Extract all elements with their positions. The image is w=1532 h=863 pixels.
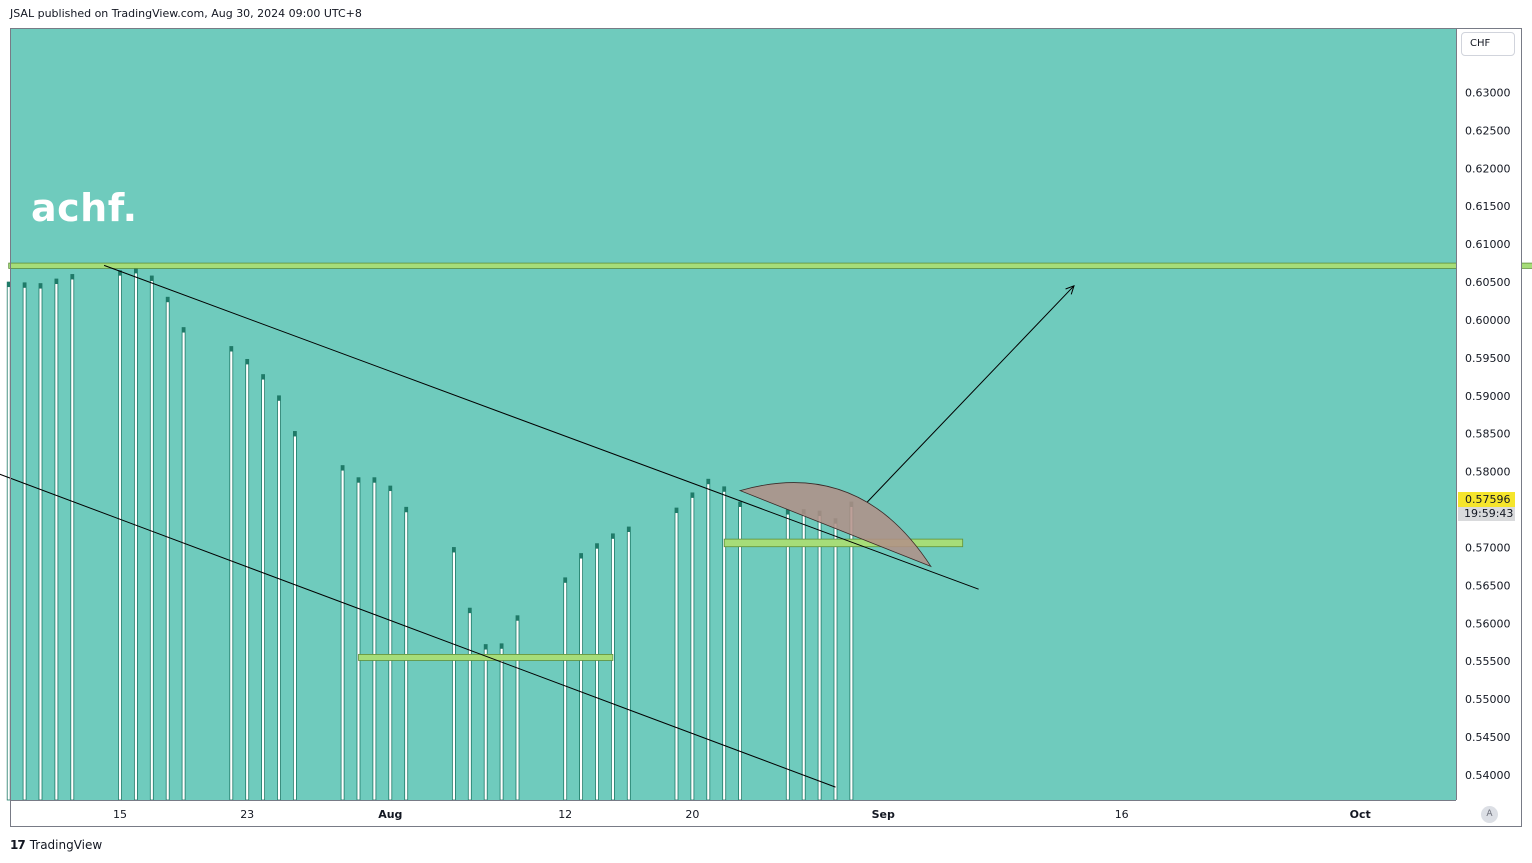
ohlc-bar-head	[484, 644, 488, 650]
footer-branding: 17 TradingView	[10, 838, 102, 852]
ohlc-bar-head	[39, 283, 42, 289]
ohlc-bar-head	[70, 274, 74, 280]
ohlc-bar-head	[54, 279, 58, 285]
ohlc-bar-head	[786, 509, 790, 515]
ohlc-bar-head	[341, 465, 345, 471]
ohlc-bar-head	[166, 297, 170, 303]
price-tick-label: 0.56500	[1465, 579, 1511, 592]
projection-arrow	[866, 285, 1075, 503]
price-tick-label: 0.60000	[1465, 314, 1511, 327]
chart-watermark-text: achf.	[31, 186, 138, 230]
ohlc-bar-head	[690, 492, 694, 498]
arrow-head-icon	[1065, 285, 1075, 295]
ohlc-bar-head	[261, 374, 265, 380]
time-tick-label: 15	[113, 808, 127, 821]
time-tick-label: Aug	[378, 808, 402, 821]
ohlc-bar-head	[7, 282, 11, 288]
time-tick-label: 23	[240, 808, 254, 821]
price-tick-label: 0.58500	[1465, 428, 1511, 441]
price-tick-label: 0.61000	[1465, 238, 1511, 251]
ohlc-bar-head	[563, 577, 567, 583]
time-tick-label: 12	[558, 808, 572, 821]
resistance-zone	[8, 262, 1532, 269]
ohlc-bar-head	[706, 479, 710, 485]
time-tick-label: Oct	[1350, 808, 1371, 821]
time-axis[interactable]	[10, 800, 1456, 827]
tradingview-brand-text: TradingView	[29, 838, 103, 852]
bar-countdown-label: 19:59:43	[1458, 507, 1515, 521]
last-price-label: 0.57596	[1458, 492, 1515, 507]
chart-drawings	[0, 262, 1532, 788]
price-tick-label: 0.63000	[1465, 86, 1511, 99]
published-by-header: JSAL published on TradingView.com, Aug 3…	[10, 7, 362, 20]
support-zone-low	[358, 653, 614, 661]
ohlc-bar-head	[738, 501, 742, 507]
ohlc-bar-head	[229, 346, 233, 352]
price-tick-label: 0.54500	[1465, 731, 1511, 744]
price-tick-label: 0.58000	[1465, 466, 1511, 479]
time-tick-label: 16	[1115, 808, 1129, 821]
ohlc-bar-head	[468, 608, 472, 614]
ohlc-bar-head	[627, 526, 631, 532]
ohlc-bar-head	[372, 477, 376, 483]
ohlc-bar-head	[245, 359, 249, 365]
time-tick-label: 20	[685, 808, 699, 821]
price-tick-label: 0.56000	[1465, 617, 1511, 630]
ohlc-bar-head	[675, 508, 678, 514]
ohlc-bar-head	[404, 507, 408, 513]
ohlc-bar-head	[388, 486, 392, 492]
tradingview-logo-icon: 17	[10, 838, 26, 852]
ohlc-bar-head	[452, 547, 456, 553]
ohlc-bar-head	[579, 553, 583, 559]
ohlc-bar-head	[150, 275, 154, 281]
price-tick-label: 0.54000	[1465, 769, 1511, 782]
price-tick-label: 0.59500	[1465, 352, 1511, 365]
price-axis[interactable]	[1456, 28, 1522, 800]
ohlc-bar-head	[611, 533, 615, 539]
price-tick-label: 0.55000	[1465, 693, 1511, 706]
price-tick-label: 0.60500	[1465, 276, 1511, 289]
ohlc-bar-head	[277, 395, 281, 401]
price-tick-label: 0.55500	[1465, 655, 1511, 668]
chart-plot-area[interactable]	[10, 28, 1456, 800]
time-axis-ticks: 1523Aug1220Sep16Oct1422Nov	[113, 808, 1371, 821]
time-tick-label: Sep	[872, 808, 895, 821]
ohlc-bars	[6, 267, 854, 801]
ohlc-bar-head	[134, 268, 138, 274]
price-tick-label: 0.59000	[1465, 390, 1511, 403]
currency-selector-button[interactable]: CHF	[1461, 32, 1515, 56]
chart-frame	[10, 28, 1522, 827]
ohlc-bar-head	[118, 270, 122, 276]
lower-trendline	[0, 473, 836, 788]
ohlc-bar-head	[722, 486, 726, 492]
ohlc-bar-head	[595, 543, 599, 549]
ohlc-bar-head	[516, 615, 519, 621]
ohlc-bar-head	[293, 431, 297, 437]
ohlc-bar-head	[500, 643, 504, 649]
ohlc-bar-head	[182, 327, 186, 333]
price-tick-label: 0.61500	[1465, 200, 1511, 213]
ohlc-bar-head	[23, 282, 27, 288]
curved-arc-shape	[738, 482, 932, 568]
auto-scale-button[interactable]: A	[1481, 806, 1498, 823]
price-tick-label: 0.57000	[1465, 541, 1511, 554]
ohlc-bar-head	[357, 477, 360, 483]
price-tick-label: 0.62000	[1465, 162, 1511, 175]
price-tick-label: 0.62500	[1465, 124, 1511, 137]
upper-trendline	[103, 264, 979, 590]
